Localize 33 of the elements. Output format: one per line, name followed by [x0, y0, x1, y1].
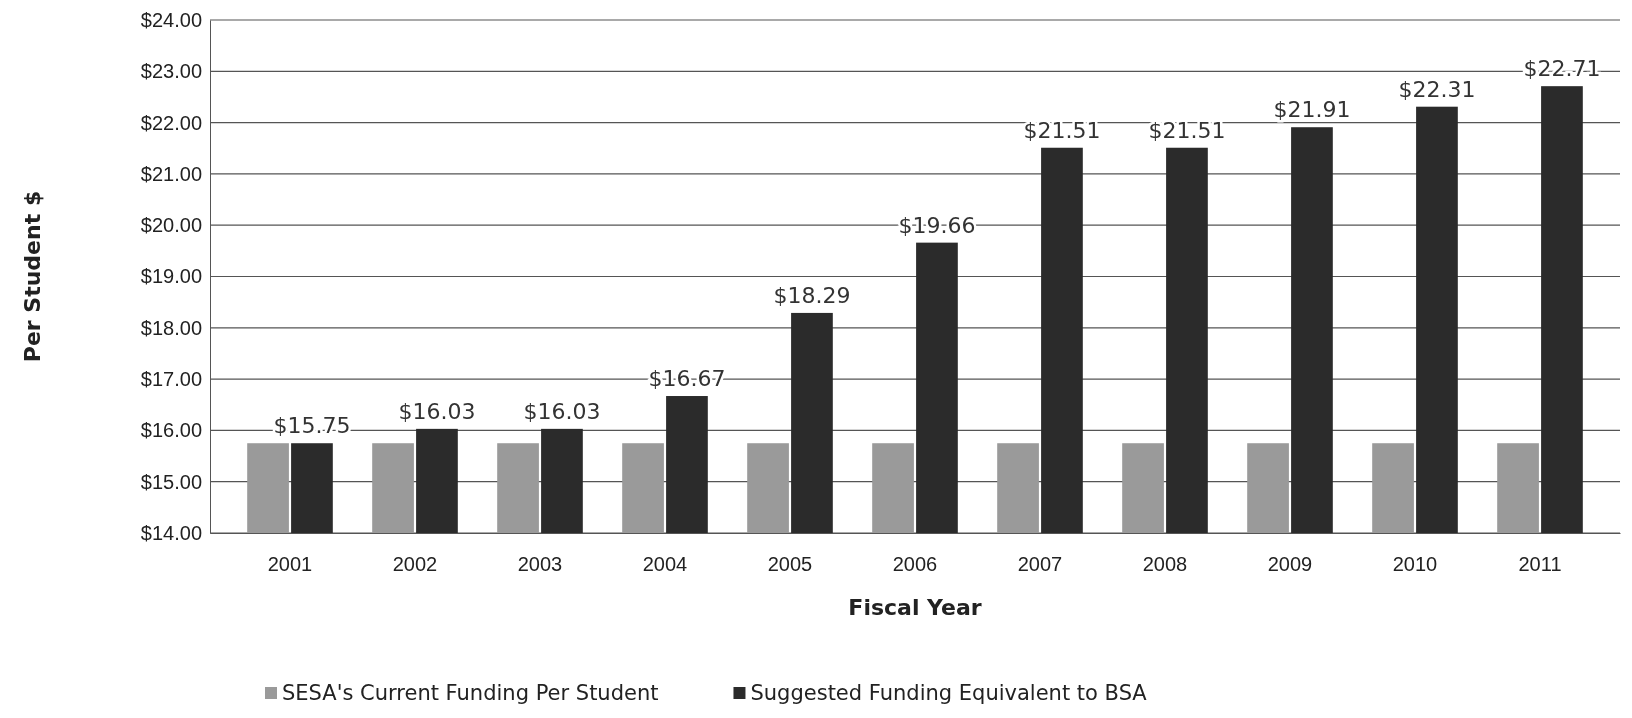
data-label: $21.51 — [1148, 117, 1226, 143]
y-tick-label: $14.00 — [140, 521, 202, 544]
y-tick-label: $17.00 — [140, 368, 202, 390]
x-tick-label: 2010 — [1392, 553, 1438, 576]
x-tick-label: 2004 — [642, 553, 688, 576]
y-tick-label: $21.00 — [140, 162, 202, 185]
x-tick-label: 2003 — [517, 553, 563, 576]
legend-label: Suggested Funding Equivalent to BSA — [750, 681, 1148, 705]
y-tick-label: $23.00 — [140, 60, 202, 83]
y-tick-label: $20.00 — [140, 214, 202, 237]
data-label: $22.31 — [1398, 76, 1476, 102]
x-tick-label: 2011 — [1518, 553, 1562, 576]
y-tick-label: $18.00 — [140, 316, 202, 339]
x-tick-label: 2009 — [1267, 553, 1313, 576]
data-label: $21.51 — [1023, 117, 1101, 143]
data-label: $18.29 — [773, 282, 851, 308]
y-tick-label: $16.00 — [140, 419, 202, 442]
y-tick-label: $15.00 — [140, 470, 202, 493]
x-tick-label: 2006 — [892, 553, 938, 576]
x-tick-label: 2002 — [392, 553, 438, 576]
data-label: $16.03 — [398, 398, 476, 424]
y-axis-title: Per Student $ — [20, 190, 45, 363]
data-label: $16.03 — [523, 398, 601, 424]
x-tick-label: 2007 — [1017, 553, 1063, 576]
y-tick-label: $24.00 — [140, 8, 202, 31]
legend-label: SESA's Current Funding Per Student — [282, 681, 659, 705]
x-axis-title: Fiscal Year — [848, 595, 982, 620]
x-tick-label: 2005 — [767, 553, 813, 576]
y-tick-label: $22.00 — [140, 111, 202, 134]
x-tick-label: 2008 — [1142, 553, 1188, 576]
data-label: $21.91 — [1273, 97, 1351, 123]
y-tick-label: $19.00 — [140, 265, 202, 288]
x-tick-label: 2001 — [267, 553, 313, 576]
